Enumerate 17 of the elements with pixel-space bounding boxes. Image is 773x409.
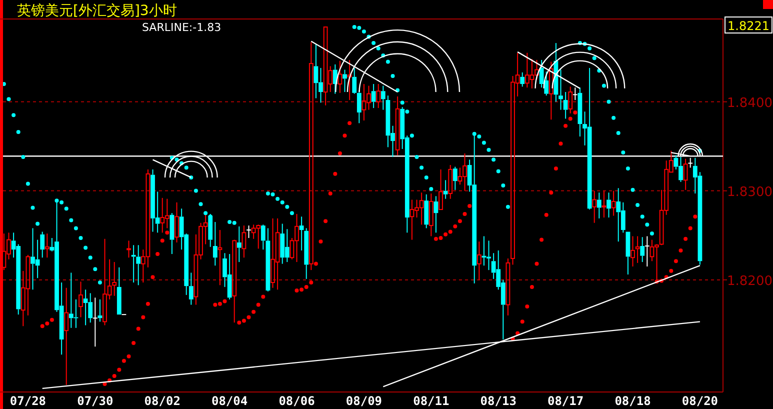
y-tick-label: 1.8400 bbox=[727, 96, 772, 111]
y-tick-label: 1.8300 bbox=[727, 184, 772, 200]
text: 1.8221 bbox=[728, 19, 770, 33]
x-tick-label: 07/28 bbox=[10, 394, 46, 408]
x-tick-label: 08/18 bbox=[614, 394, 651, 408]
annotation: SARLINE:-1.83 bbox=[142, 21, 222, 34]
x-tick-label: 08/17 bbox=[547, 394, 584, 408]
chart-title: 英镑美元[外汇交易]3小时 bbox=[17, 3, 177, 19]
x-tick-label: 07/30 bbox=[77, 394, 114, 408]
x-tick-label: 08/06 bbox=[278, 394, 315, 408]
x-tick-label: 08/02 bbox=[144, 394, 180, 408]
y-tick-label: 1.8200 bbox=[727, 274, 772, 289]
x-tick-label: 08/20 bbox=[682, 394, 718, 408]
x-tick-label: 08/11 bbox=[413, 394, 450, 408]
x-tick-label: 08/13 bbox=[480, 394, 516, 408]
x-tick-label: 08/04 bbox=[211, 394, 248, 408]
x-tick-label: 08/09 bbox=[346, 394, 382, 408]
